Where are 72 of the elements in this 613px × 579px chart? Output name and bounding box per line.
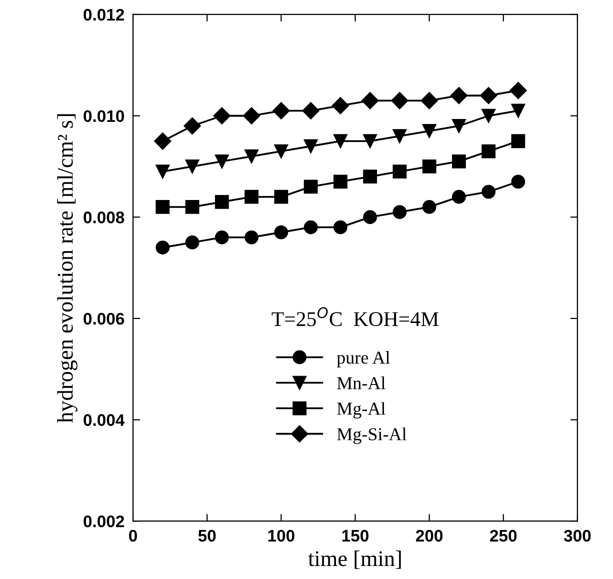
point [361,92,379,110]
point [392,205,407,220]
point [392,129,407,144]
point [452,190,466,204]
point [156,240,170,254]
point [482,144,496,158]
y-tick-label: 0.010 [84,110,124,122]
point [482,184,496,199]
point [213,107,230,124]
point [422,160,436,174]
y-tick-label: 0.002 [84,516,124,528]
x-tick-label: 0 [129,530,137,542]
legend-label: pure Al [336,351,390,368]
legend-label: Mg-Si-Al [337,428,406,444]
y-axis-title: hydrogen evolution rate [ml/cm² s] [57,114,78,423]
point [480,86,498,104]
point [420,92,438,110]
point [333,220,348,234]
x-tick-label: 100 [268,530,294,542]
point [304,139,318,154]
point [272,102,290,120]
point [422,124,436,138]
point [244,230,258,244]
point [274,190,288,204]
point [510,82,527,100]
point [422,200,436,214]
point [185,200,200,214]
point [274,225,288,240]
point [242,107,260,124]
point [332,97,349,114]
point [333,174,348,189]
point [482,108,496,123]
point [154,132,172,150]
point [363,134,377,148]
point [392,164,407,178]
y-tick-label: 0.008 [84,212,124,224]
x-tick-label: 200 [416,530,443,542]
point [302,102,320,120]
point [214,230,229,244]
point [511,174,526,189]
legend-label: Mn-Al [337,376,386,390]
point [185,160,200,174]
point [244,190,258,204]
legend-label: Mg-Al [337,402,386,418]
point [363,210,377,224]
point [452,118,466,133]
point [391,92,408,110]
annotation: T=25$^{O}$C KOH=4M [272,307,438,326]
point [452,154,466,168]
point [214,154,229,168]
point [214,194,229,209]
x-axis-title: time [min] [308,550,401,569]
point [185,236,200,250]
point [363,170,377,184]
x-tick-label: 50 [198,530,216,542]
x-tick-label: 150 [342,530,368,542]
point [511,104,526,118]
point [333,134,348,148]
point [511,134,526,148]
y-tick-label: 0.004 [84,414,125,426]
point [450,86,468,104]
point [156,200,170,214]
point [156,164,170,178]
point [304,220,318,234]
point [244,149,258,164]
x-tick-label: 250 [490,530,517,542]
point [184,117,201,134]
x-tick-label: 300 [564,530,591,542]
y-tick-label: 0.006 [84,312,124,325]
y-tick-label: 0.012 [84,8,124,21]
point [274,144,288,158]
point [304,180,318,194]
